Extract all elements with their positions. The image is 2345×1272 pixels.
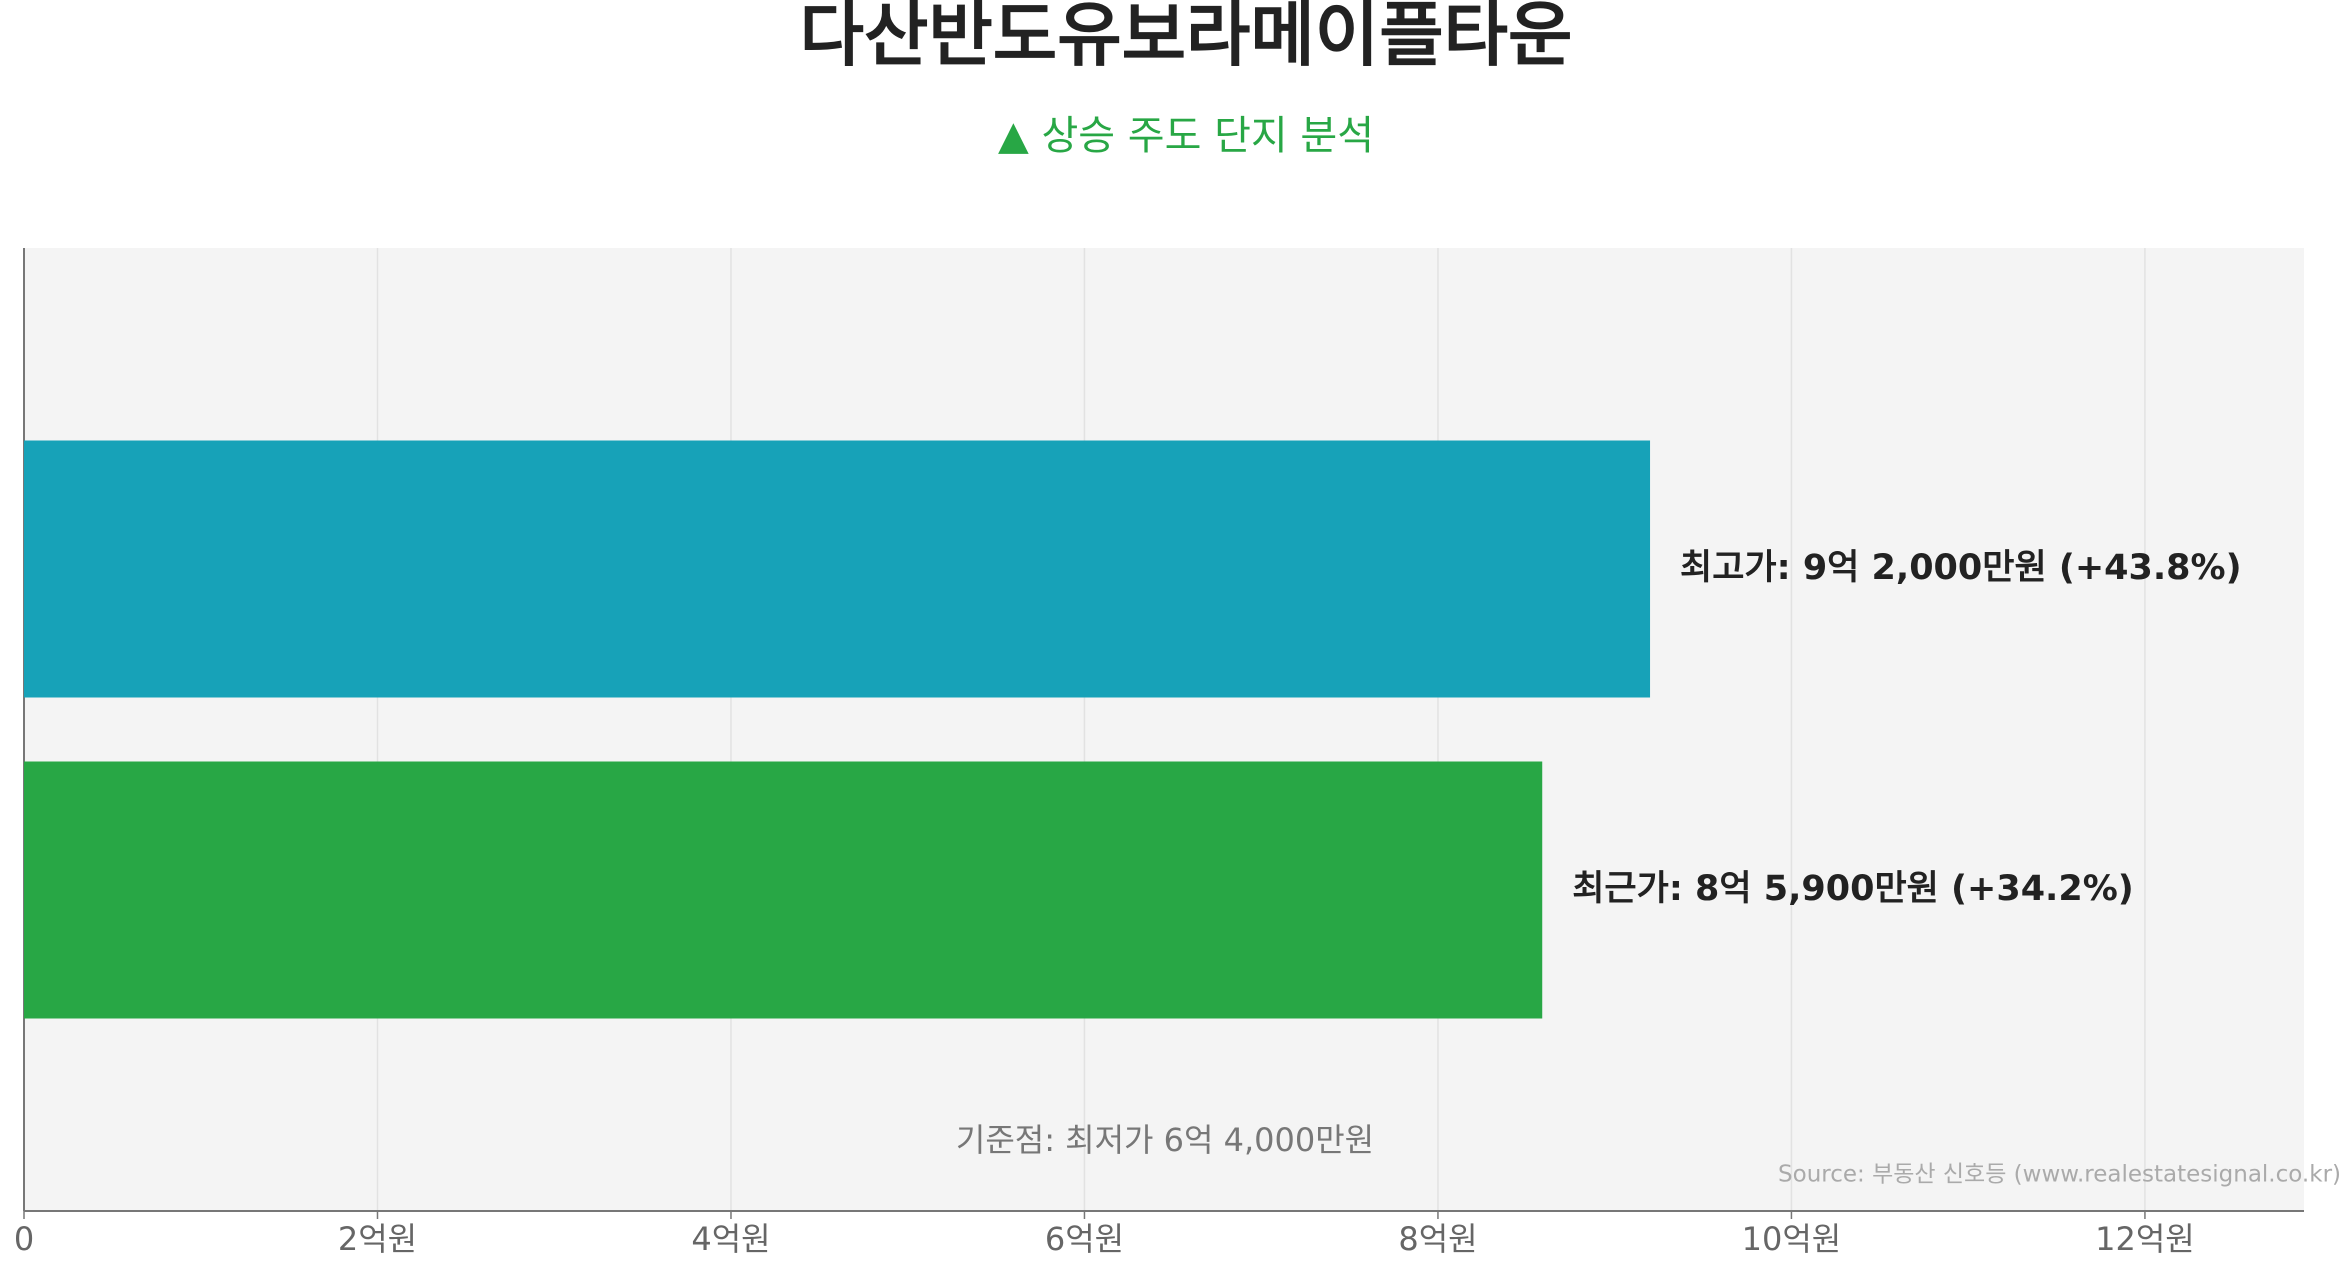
x-tick-label: 6억원	[1045, 1220, 1124, 1258]
bar	[24, 761, 1543, 1019]
value-label: 최근가: 8억 5,900만원 (+34.2%)	[1572, 869, 2134, 909]
x-tick-label: 8억원	[1398, 1220, 1477, 1258]
value-label: 최고가: 9억 2,000만원 (+43.8%)	[1680, 548, 2242, 588]
bar	[24, 440, 1651, 698]
plot-area	[24, 248, 2304, 1211]
annotation: 기준점: 최저가 6억 4,000만원	[956, 1121, 1374, 1159]
x-tick-label: 4억원	[691, 1220, 770, 1258]
source-note: Source: 부동산 신호등 (www.realestatesignal.co…	[1778, 1162, 2341, 1188]
x-tick-label: 0	[14, 1220, 34, 1258]
chart-title: 다산반도유보라메이플타운	[800, 0, 1573, 76]
x-tick-label: 10억원	[1742, 1220, 1842, 1258]
x-tick-label: 2억원	[338, 1220, 417, 1258]
x-tick-label: 12억원	[2095, 1220, 2195, 1258]
chart-subtitle: ▲ 상승 주도 단지 분석	[998, 113, 1374, 159]
